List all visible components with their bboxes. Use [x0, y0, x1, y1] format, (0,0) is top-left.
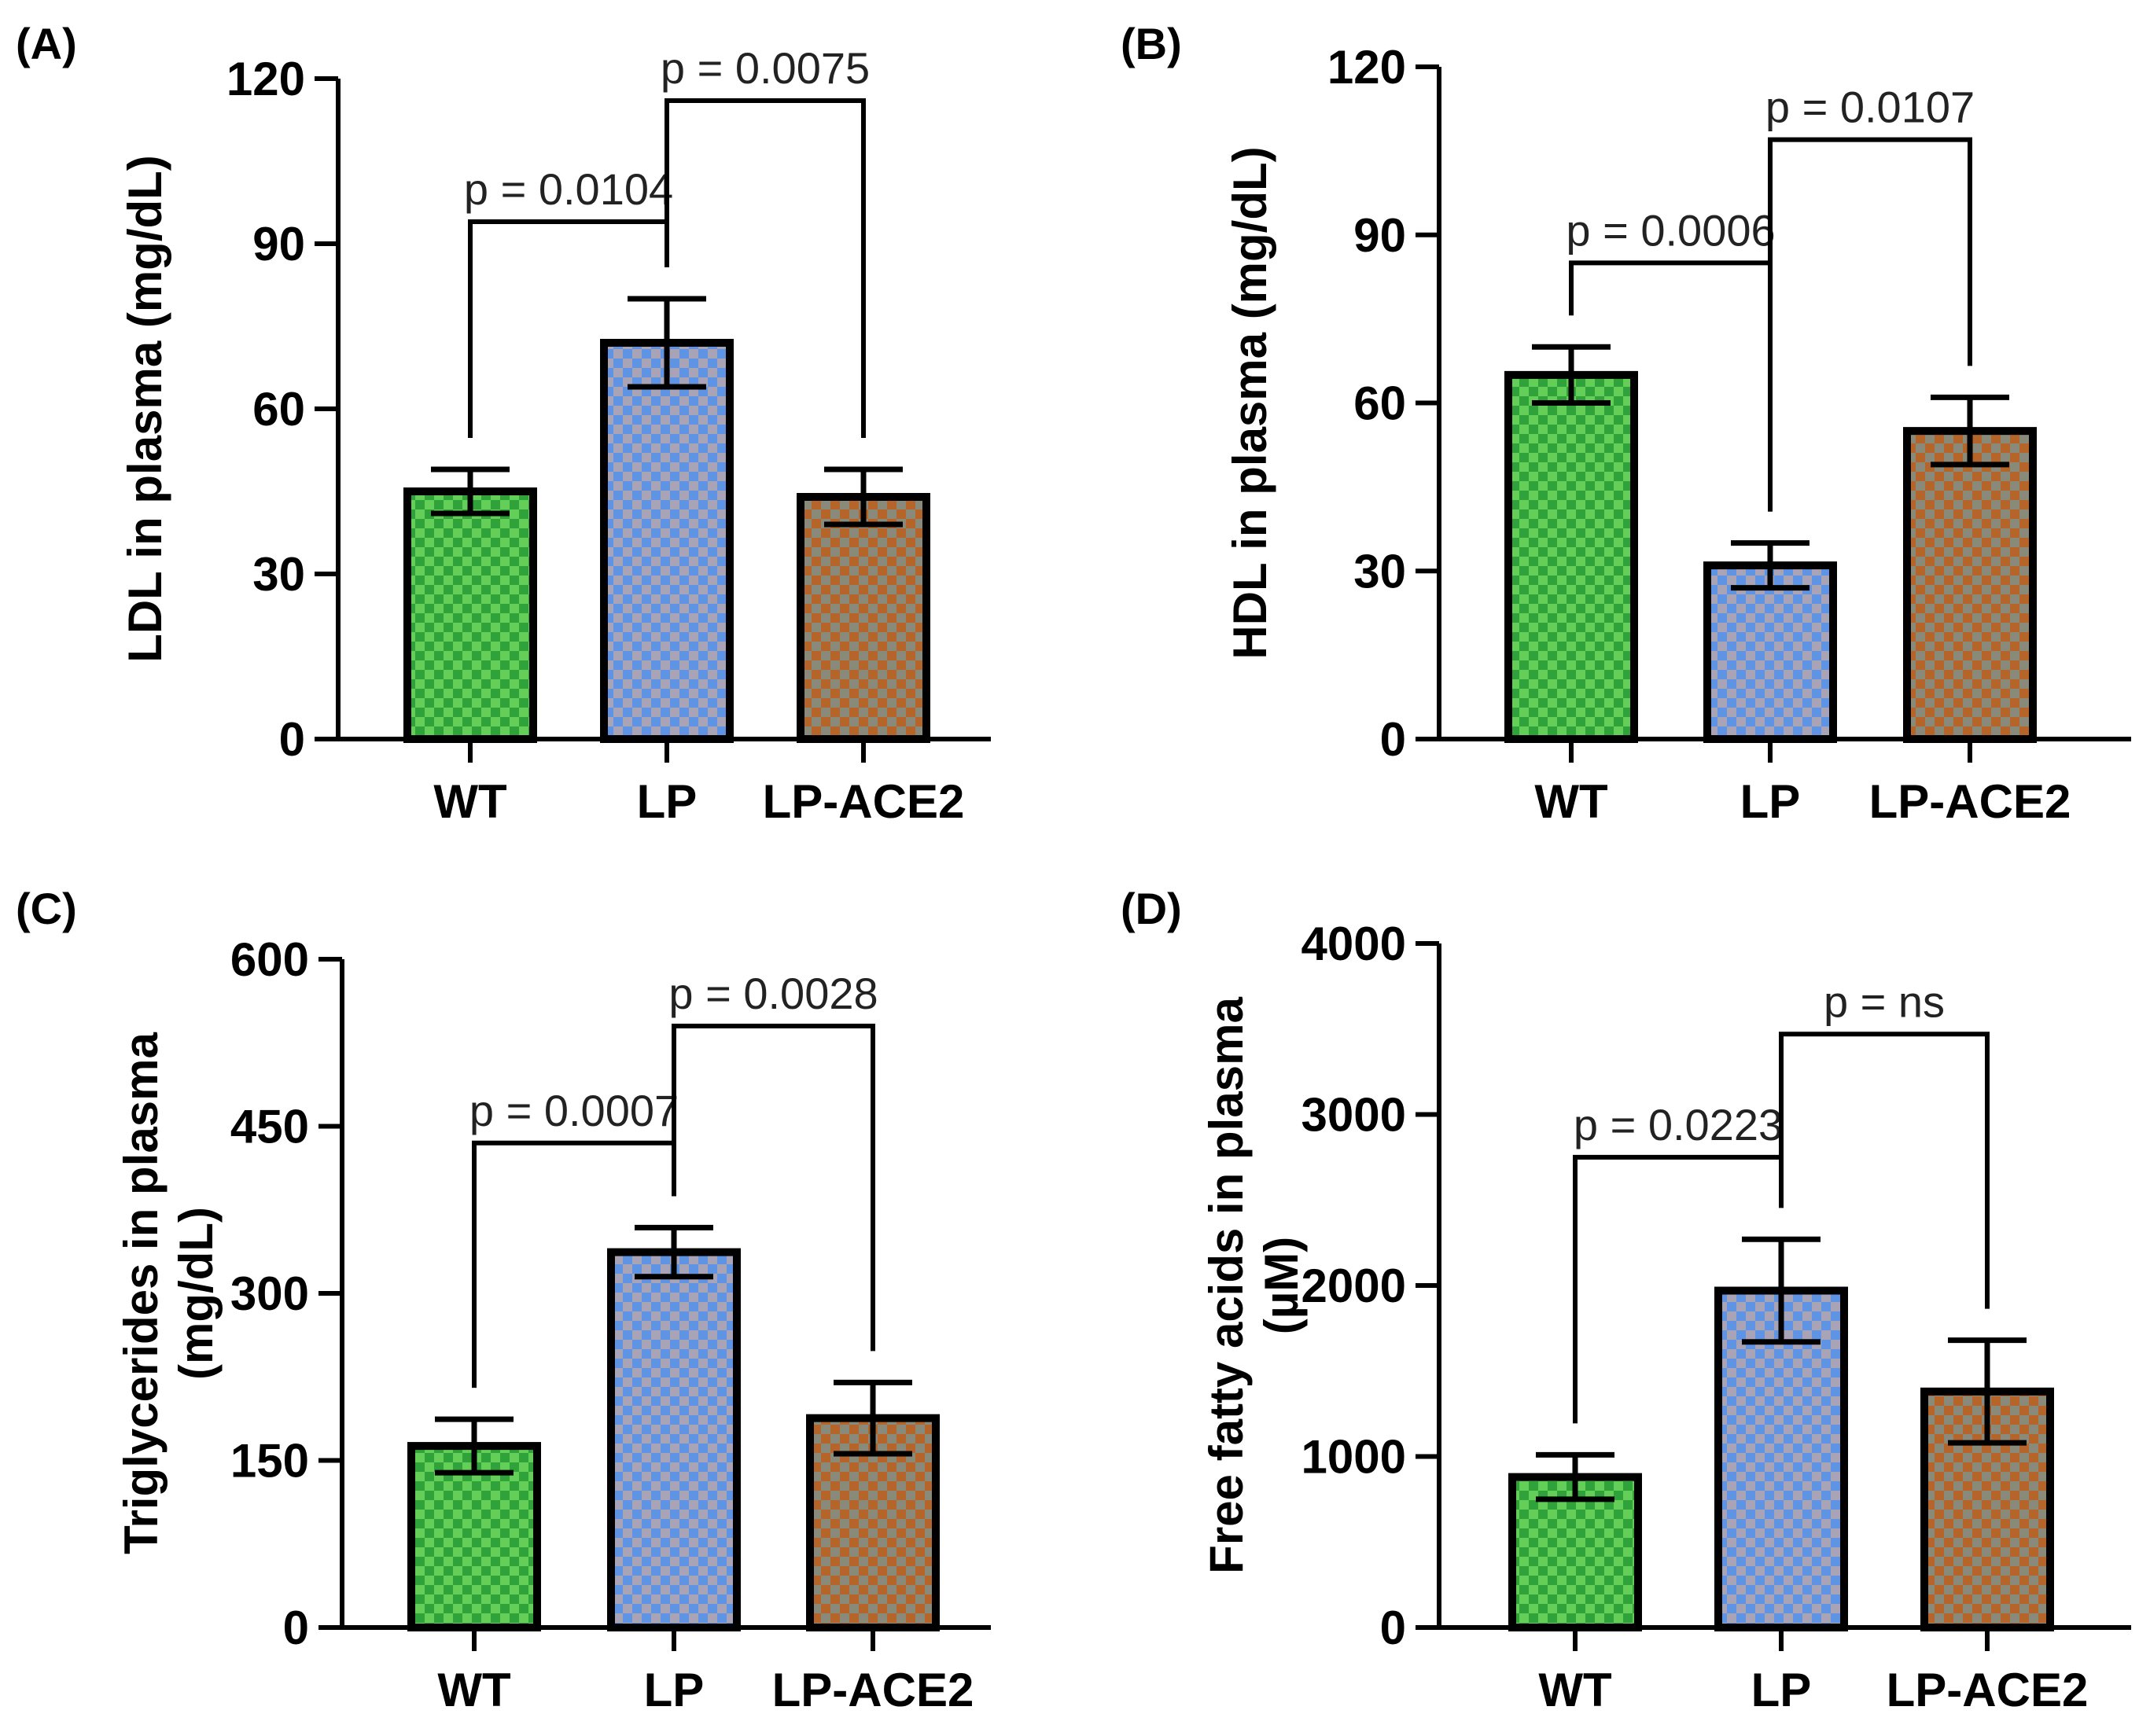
panel-label: (D): [1121, 884, 1182, 933]
x-tick-label: WT: [437, 1664, 510, 1716]
x-tick-label: LP-ACE2: [763, 775, 965, 828]
significance-bracket: [672, 1024, 875, 1352]
y-tick-label: 300: [230, 1267, 309, 1320]
significance-label: p = 0.0006: [1566, 205, 1775, 255]
significance-bracket: [1779, 1032, 1990, 1309]
y-axis-label: Triglycerides in plasma: [115, 1032, 168, 1554]
bar-lp-ace2: [1903, 427, 2037, 743]
y-tick-label: 600: [230, 933, 309, 986]
y-tick-label: 90: [1353, 209, 1406, 262]
panel-d: (D) 0 1000 2000 3000 4000 Free fatty acids in …: [1121, 884, 2131, 1716]
x-tick-label: LP-ACE2: [1869, 775, 2071, 828]
x-tick-label: LP: [637, 775, 698, 828]
panel-label: (C): [16, 884, 77, 933]
y-tick-label: 1000: [1301, 1431, 1406, 1484]
bar-wt: [1504, 370, 1638, 743]
significance-label: p = 0.0007: [469, 1086, 679, 1135]
x-tick-label: WT: [433, 775, 506, 828]
panel-c: (C) 0 150 300 450 600 Triglycerides in plasma(…: [16, 884, 991, 1716]
y-tick-label: 450: [230, 1101, 309, 1153]
y-tick-label: 4000: [1301, 918, 1406, 970]
significance-bracket: [665, 98, 866, 438]
y-tick-label: 0: [1380, 1602, 1406, 1654]
x-tick-label: LP: [1740, 775, 1801, 828]
y-axis-label-line2: (mg/dL): [170, 1207, 223, 1380]
y-tick-label: 30: [1353, 545, 1406, 598]
significance-label: p = ns: [1824, 977, 1945, 1026]
significance-label: p = 0.0107: [1765, 83, 1975, 132]
y-tick-label: 0: [283, 1602, 309, 1654]
y-axis-label: Free fatty acids in plasma: [1200, 997, 1253, 1574]
significance-label: p = 0.0104: [464, 164, 673, 214]
x-tick-label: LP-ACE2: [1887, 1664, 2089, 1716]
bar-wt: [407, 1442, 541, 1632]
significance-label: p = 0.0028: [668, 969, 878, 1018]
significance-label: p = 0.0075: [661, 43, 870, 93]
y-tick-label: 0: [279, 713, 305, 766]
y-tick-label: 3000: [1301, 1089, 1406, 1142]
y-axis-label: HDL in plasma (mg/dL): [1224, 146, 1276, 659]
panel-b: (B) 0 30 60 90 120 HDL in plasma (mg/dL) WT LP LP…: [1121, 19, 2131, 828]
bar-wt: [403, 487, 537, 743]
x-tick-label: WT: [1538, 1664, 1611, 1716]
x-tick-label: LP-ACE2: [772, 1664, 974, 1716]
x-tick-label: LP: [1751, 1664, 1812, 1716]
y-tick-label: 120: [1327, 41, 1406, 94]
y-tick-label: 0: [1380, 713, 1406, 766]
y-tick-label: 150: [230, 1435, 309, 1488]
y-axis-label: LDL in plasma (mg/dL): [119, 155, 171, 663]
y-tick-label: 60: [1353, 377, 1406, 430]
panel-a: (A) 0 30 60 90 120 LDL in plasma (mg/dL) WT LP LP…: [16, 19, 991, 828]
significance-label: p = 0.0223: [1574, 1100, 1783, 1149]
bar-lp: [1703, 561, 1837, 743]
panel-label: (A): [16, 19, 77, 68]
y-tick-label: 120: [226, 53, 305, 105]
y-tick-label: 2000: [1301, 1260, 1406, 1312]
bar-lp: [607, 1248, 741, 1632]
bar-lp: [600, 339, 734, 743]
significance-bracket: [1768, 137, 1972, 512]
bar-lp-ace2: [797, 493, 930, 743]
y-tick-label: 60: [252, 383, 305, 436]
x-tick-label: WT: [1534, 775, 1607, 828]
x-tick-label: LP: [644, 1664, 705, 1716]
y-axis-label-line2: (µM): [1255, 1237, 1308, 1335]
panel-label: (B): [1121, 19, 1182, 68]
y-tick-label: 30: [252, 548, 305, 601]
y-tick-label: 90: [252, 218, 305, 270]
